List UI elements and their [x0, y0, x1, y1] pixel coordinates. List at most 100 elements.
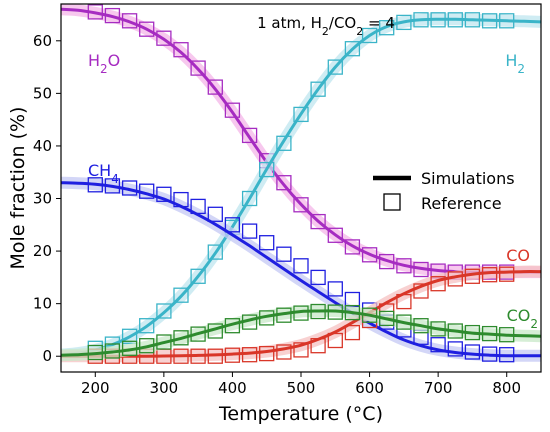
series-ch4-marker — [430, 337, 446, 353]
series-h2o-marker — [87, 4, 103, 20]
series-co2-marker — [361, 307, 378, 323]
series-h2-marker — [207, 244, 223, 260]
series-co2-marker — [413, 318, 429, 334]
y-tick-label: 40 — [33, 137, 52, 155]
series-ch4-marker — [499, 347, 515, 363]
series-ch4-marker — [447, 341, 463, 357]
series-h2-marker — [396, 14, 412, 31]
series-co2-marker — [396, 314, 412, 330]
series-ch4-marker — [259, 235, 275, 251]
series-co-marker — [259, 345, 275, 362]
series-h2-marker — [293, 106, 309, 123]
series-h2-marker — [430, 12, 446, 28]
series-co-marker — [173, 348, 189, 364]
series-ch4-marker — [190, 198, 206, 215]
series-ch4-marker — [327, 281, 343, 297]
series-ch4-marker — [104, 178, 121, 194]
series-co2-marker — [464, 324, 481, 341]
series-co — [61, 265, 541, 364]
series-ch4-marker — [224, 217, 241, 233]
series-h2o-line — [61, 7, 541, 274]
series-co2-marker — [121, 340, 138, 356]
series-co-marker — [241, 347, 258, 363]
series-co2-marker — [104, 343, 121, 359]
series-h2-marker — [190, 268, 206, 284]
series-h2-line — [61, 17, 541, 357]
y-tick-label: 20 — [33, 242, 52, 260]
series-co2-marker — [327, 304, 343, 320]
series-h2-marker — [327, 59, 343, 75]
x-tick-label: 700 — [424, 379, 453, 397]
series-ch4-marker — [310, 269, 326, 286]
series-label-co: CO — [506, 246, 530, 265]
series-h2o — [61, 4, 541, 280]
series-co2-marker — [207, 323, 223, 339]
series-co2-marker — [259, 310, 275, 326]
series-h2o-marker — [224, 102, 241, 118]
y-tick-label: 30 — [33, 190, 52, 208]
series-h2-marker — [173, 287, 189, 303]
series-h2o-marker — [276, 175, 292, 191]
x-tick-label: 400 — [218, 379, 247, 397]
series-h2-marker — [121, 328, 138, 344]
series-ch4-marker — [121, 180, 138, 196]
series-h2o-marker — [361, 247, 378, 263]
series-h2o-marker — [156, 30, 172, 46]
series-ch4-marker — [276, 246, 292, 262]
series-co-marker — [224, 347, 241, 363]
series-co-marker — [430, 276, 446, 292]
series-ch4-marker — [139, 183, 155, 199]
series-h2-marker — [241, 190, 258, 207]
series-h2o-marker — [396, 258, 412, 274]
series-co-marker — [344, 324, 361, 341]
series-label-co2: CO2 — [507, 306, 538, 331]
y-tick-label: 60 — [33, 32, 52, 50]
series-co2-marker — [430, 321, 446, 337]
series-co2-marker — [310, 303, 326, 320]
series-co2-marker — [293, 305, 309, 321]
series-h2o-marker — [241, 127, 258, 144]
series-label-ch4: CH4 — [88, 161, 119, 186]
series-ch4-marker — [207, 206, 223, 222]
series-h2-marker — [499, 13, 515, 29]
series-co2 — [61, 303, 541, 362]
series-ch4-marker — [241, 223, 258, 239]
series-ch4 — [61, 176, 541, 363]
series-co2-marker — [379, 310, 395, 327]
y-tick-label: 50 — [33, 84, 52, 102]
y-tick-label: 0 — [42, 347, 52, 365]
x-tick-label: 800 — [492, 379, 521, 397]
series-h2o-marker — [173, 42, 189, 58]
series-ch4-marker — [293, 258, 309, 274]
x-tick-label: 600 — [355, 379, 384, 397]
series-co-marker — [413, 283, 429, 299]
series-h2-marker — [259, 161, 275, 178]
series-co-marker — [499, 266, 515, 282]
series-h2o-marker — [207, 79, 223, 95]
series-ch4-marker — [173, 191, 189, 208]
series-co-marker — [207, 348, 223, 364]
legend-line-label: Simulations — [421, 169, 515, 188]
series-co2-marker — [190, 326, 206, 342]
series-co2-marker — [139, 338, 155, 354]
series-co2-marker — [87, 344, 103, 361]
series-co-marker — [276, 344, 292, 360]
series-co-marker — [481, 267, 498, 283]
series-h2o-marker — [139, 21, 155, 37]
x-tick-label: 200 — [81, 379, 110, 397]
series-h2-marker — [447, 12, 463, 28]
series-co2-line — [61, 309, 541, 357]
series-ch4-marker — [344, 291, 361, 308]
series-h2o-marker — [344, 239, 361, 255]
x-axis-title: Temperature (°C) — [218, 403, 383, 425]
series-h2-marker — [464, 12, 481, 28]
series-label-h2: H2 — [505, 51, 525, 76]
series-h2-marker — [310, 81, 326, 97]
series-co-marker — [396, 293, 412, 310]
series-ch4-marker — [156, 186, 172, 202]
series-h2o-marker — [190, 60, 206, 76]
series-co-marker — [190, 348, 206, 364]
series-co2-marker — [173, 330, 189, 346]
series-co-line — [61, 270, 541, 358]
